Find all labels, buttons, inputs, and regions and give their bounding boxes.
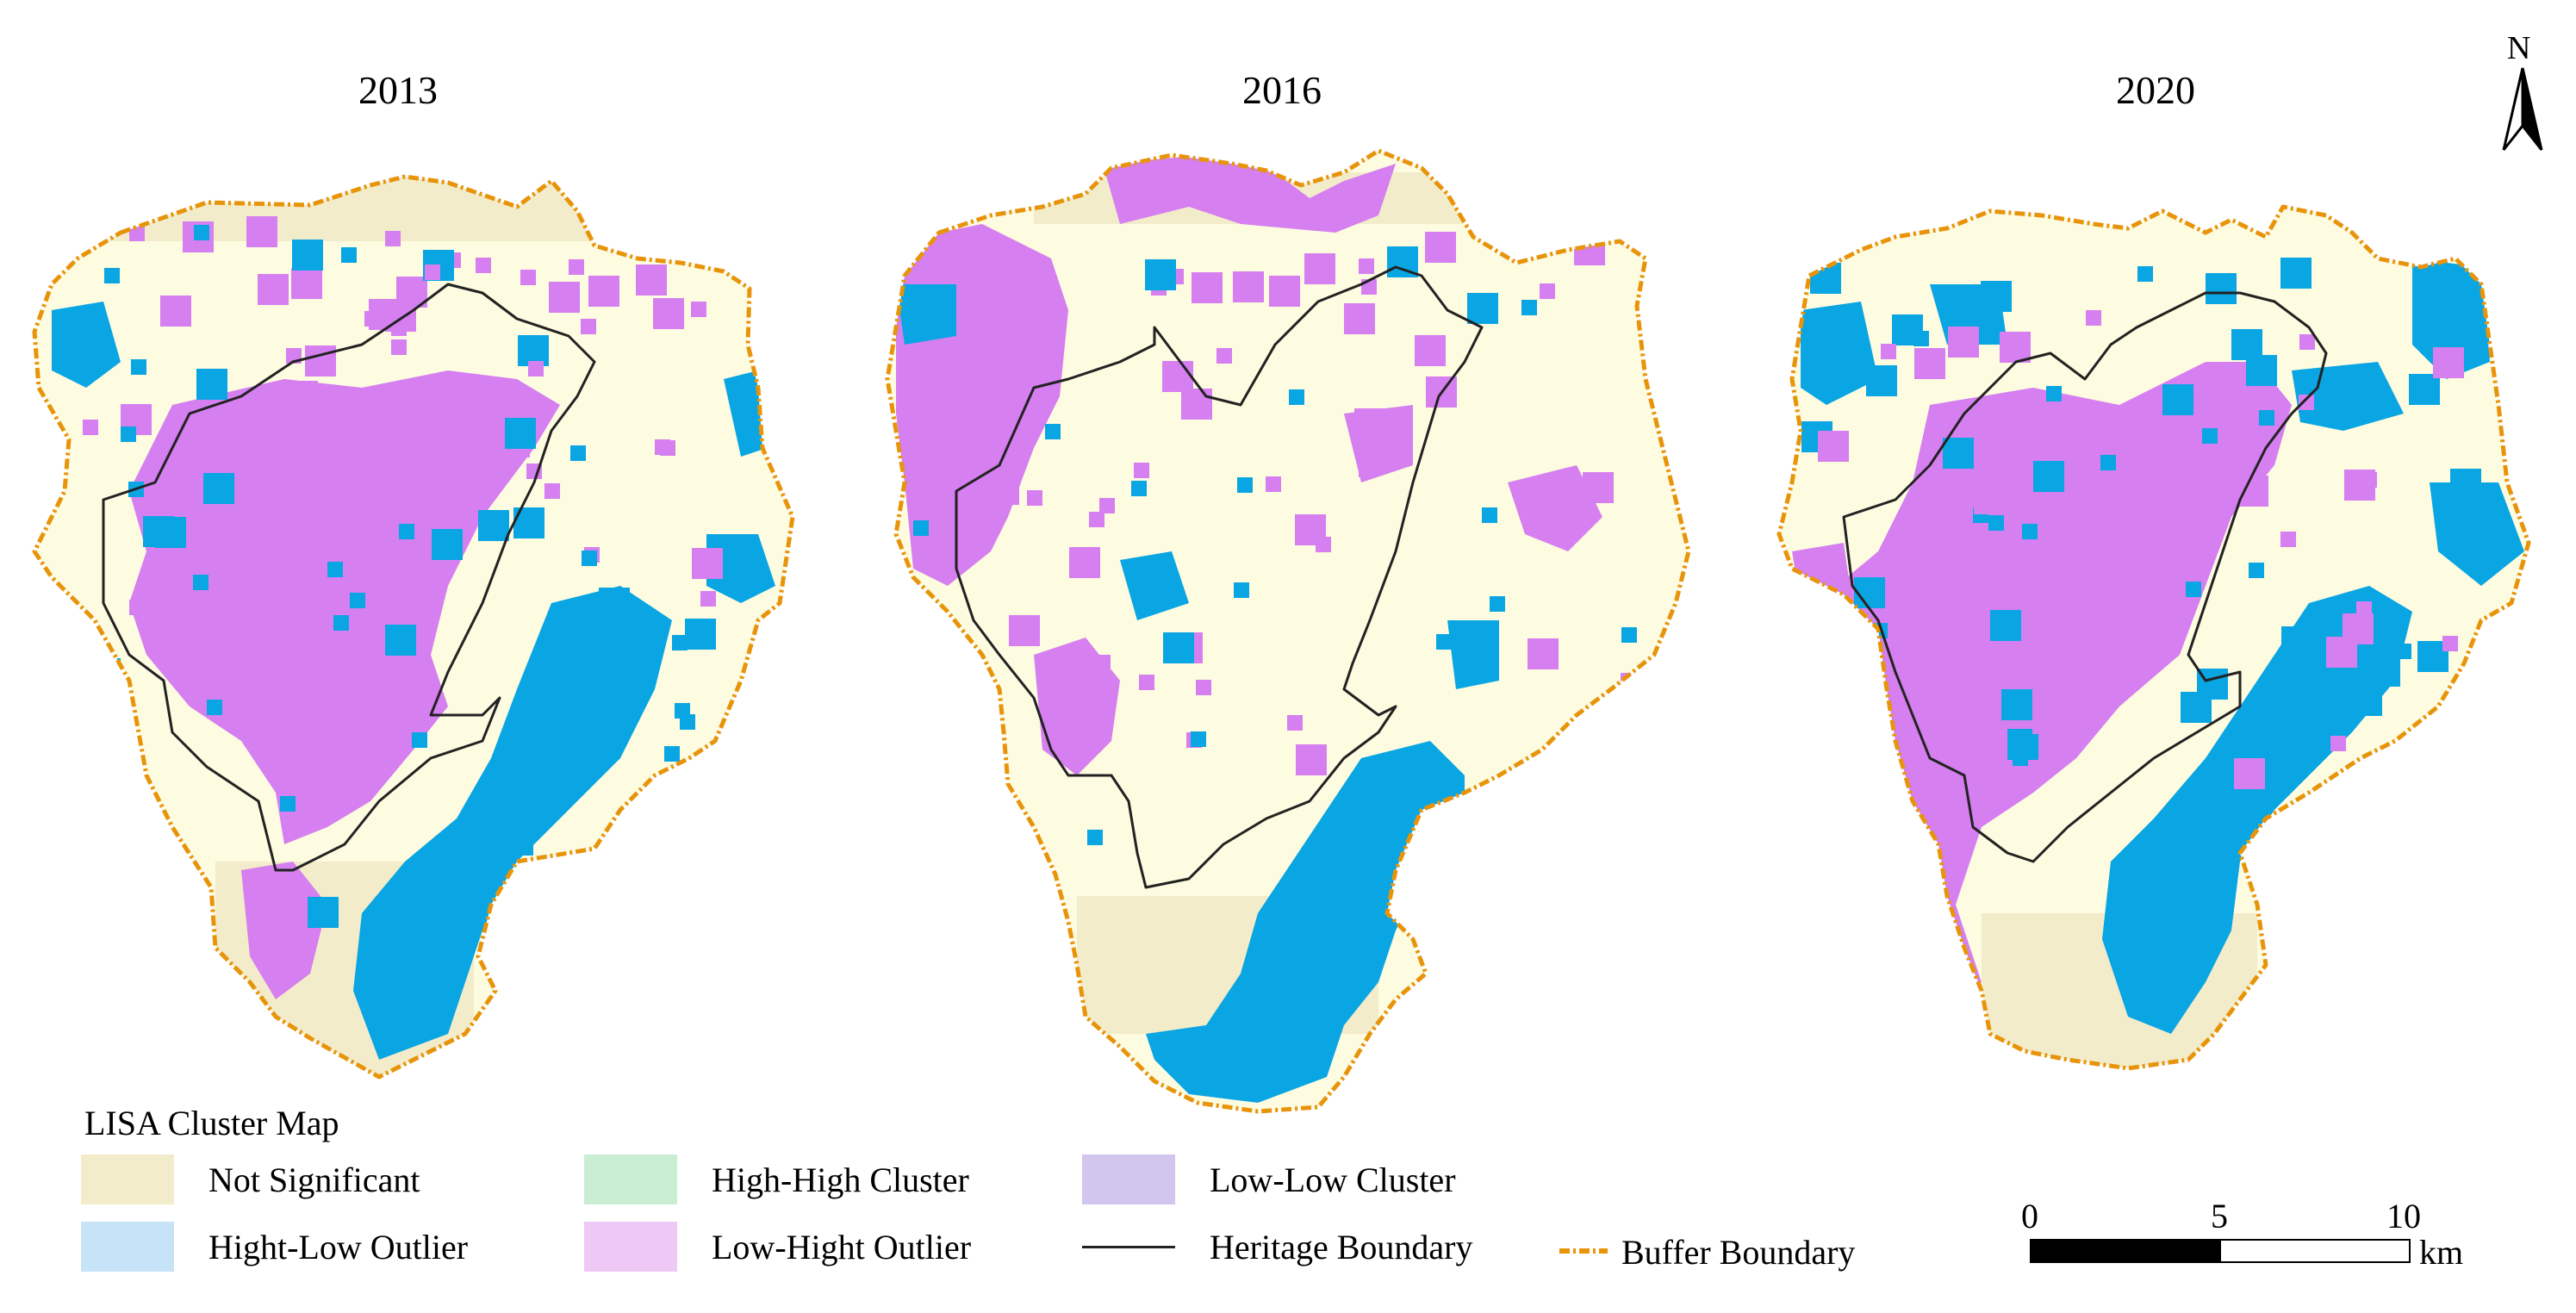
legend-label-heritage: Heritage Boundary <box>1210 1227 1473 1266</box>
swatch-high-low <box>81 1222 174 1272</box>
heritage-boundary-2013 <box>102 283 596 872</box>
scale-tick-10: 10 <box>2386 1197 2421 1235</box>
scale-bar <box>2030 1239 2411 1263</box>
buffer-boundary-2020 <box>1776 204 2531 1071</box>
panel-title-2013: 2013 <box>358 68 438 112</box>
north-arrow-icon <box>2502 67 2543 151</box>
legend-label-buffer: Buffer Boundary <box>1621 1232 1856 1272</box>
legend-low-low: Low-Low Cluster <box>1082 1154 1456 1204</box>
swatch-low-high <box>584 1222 677 1272</box>
map-2016 <box>887 151 1689 1111</box>
legend-title: LISA Cluster Map <box>84 1104 339 1142</box>
heritage-boundary-2016 <box>955 265 1484 889</box>
scale-tick-0: 0 <box>2021 1197 2038 1235</box>
swatch-heritage-line <box>1082 1222 1175 1272</box>
panel-title-2020: 2020 <box>2116 68 2195 112</box>
legend-label-high-low: Hight-Low Outlier <box>208 1227 469 1266</box>
heritage-boundary-2020 <box>1842 291 2328 863</box>
legend-label-low-low: Low-Low Cluster <box>1210 1160 1456 1199</box>
legend-label-high-high: High-High Cluster <box>712 1160 969 1199</box>
legend-buffer-boundary: Buffer Boundary <box>1559 1227 1855 1277</box>
north-label: N <box>2507 30 2531 66</box>
legend-label-low-high: Low-Hight Outlier <box>712 1227 972 1266</box>
buffer-boundary-2016 <box>885 148 1691 1114</box>
swatch-low-low <box>1082 1154 1175 1204</box>
legend-heritage-boundary: Heritage Boundary <box>1082 1222 1472 1272</box>
legend-high-low: Hight-Low Outlier <box>81 1222 468 1272</box>
swatch-not-significant <box>81 1154 174 1204</box>
map-2013 <box>34 177 793 1077</box>
legend-label-not-significant: Not Significant <box>208 1160 420 1199</box>
swatch-high-high <box>584 1154 677 1204</box>
panel-title-2016: 2016 <box>1242 68 1322 112</box>
scale-unit: km <box>2419 1233 2464 1272</box>
scale-tick-5: 5 <box>2211 1197 2228 1235</box>
legend-low-high: Low-Hight Outlier <box>584 1222 971 1272</box>
legend-not-significant: Not Significant <box>81 1154 420 1204</box>
map-2020 <box>1779 207 2529 1068</box>
legend-high-high: High-High Cluster <box>584 1154 969 1204</box>
swatch-buffer-line <box>1559 1227 1608 1277</box>
